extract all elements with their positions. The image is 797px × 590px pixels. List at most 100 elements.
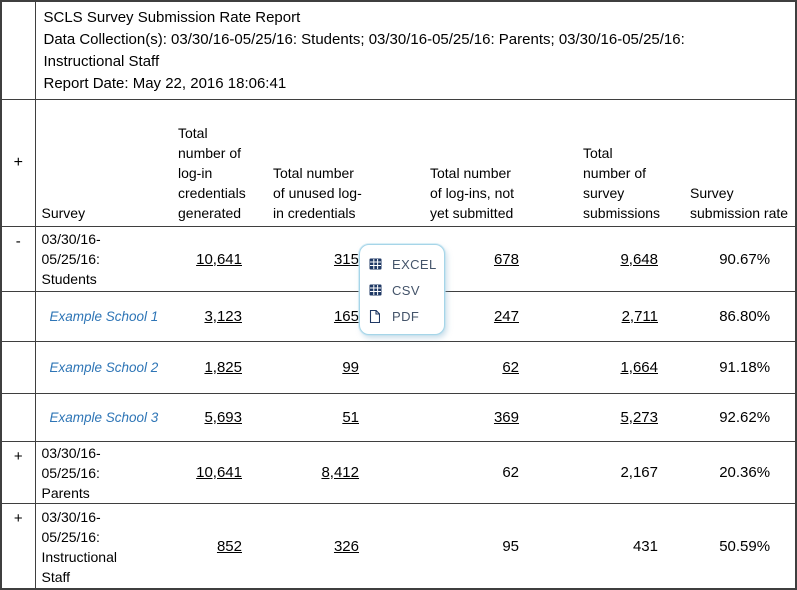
- value-drill-link[interactable]: 5,693: [204, 409, 242, 426]
- table-row: -03/30/16-05/25/16: Students 10,641 315 678…: [2, 226, 795, 292]
- export-option-label: EXCEL: [392, 256, 437, 272]
- value-text: 92.62%: [719, 409, 771, 426]
- value-text: 62: [502, 464, 519, 481]
- value-cell[interactable]: 315: [258, 226, 370, 292]
- school-link[interactable]: Example School 2: [35, 341, 172, 394]
- value-drill-link[interactable]: 326: [333, 538, 359, 555]
- value-text: 2,167: [620, 464, 658, 481]
- row-expander-empty: [2, 341, 36, 394]
- value-cell[interactable]: 10,641: [172, 226, 258, 292]
- row-expander-empty: [2, 393, 36, 442]
- value-drill-link[interactable]: 99: [342, 359, 359, 376]
- value-drill-link[interactable]: 1,825: [204, 359, 242, 376]
- value-drill-link[interactable]: 315: [333, 250, 359, 268]
- column-header-credentials-generated: Total number of log-in credentials gener…: [172, 99, 258, 227]
- value-cell[interactable]: 5,693: [172, 393, 258, 442]
- value-drill-link[interactable]: 8,412: [321, 464, 359, 481]
- table-grid-icon: [369, 284, 383, 296]
- report-data-collections: Data Collection(s): 03/30/16-05/25/16: S…: [43, 31, 685, 70]
- column-header-row: + Survey Total number of log-in credenti…: [2, 99, 795, 227]
- value-cell[interactable]: 5,273: [525, 393, 665, 442]
- value-cell[interactable]: 8,412: [258, 441, 370, 504]
- value-text: 50.59%: [719, 538, 771, 555]
- value-text: 431: [632, 538, 658, 555]
- value-cell: 90.67%: [665, 226, 795, 292]
- value-cell[interactable]: 1,664: [525, 341, 665, 394]
- value-cell[interactable]: 1,825: [172, 341, 258, 394]
- survey-cell: 03/30/16-05/25/16: Students: [35, 226, 172, 292]
- row-expander-toggle[interactable]: +: [2, 441, 36, 504]
- survey-cell: 03/30/16-05/25/16: Parents: [35, 441, 172, 504]
- value-cell[interactable]: 10,641: [172, 441, 258, 504]
- value-drill-link[interactable]: 165: [333, 308, 359, 325]
- value-drill-link[interactable]: 2,711: [621, 308, 658, 325]
- table-row: Example School 2 1,825 99 62 1,664 91.18%: [2, 341, 795, 394]
- survey-cell: 03/30/16-05/25/16: Instructional Staff: [35, 503, 172, 588]
- value-text: 91.18%: [719, 359, 771, 376]
- table-row: Example School 1 3,123 165 247 2,711 86.80%: [2, 291, 795, 342]
- value-drill-link[interactable]: 10,641: [196, 464, 242, 481]
- value-cell[interactable]: 852: [172, 503, 258, 588]
- report-header-row: SCLS Survey Submission Rate Report Data …: [2, 2, 795, 100]
- report-date: Report Date: May 22, 2016 18:06:41: [43, 75, 287, 92]
- table-row: +03/30/16-05/25/16: Instructional Staff 8…: [2, 503, 795, 588]
- value-cell: 2,167: [525, 441, 665, 504]
- survey-group-label: 03/30/16-05/25/16: Parents: [41, 444, 101, 501]
- value-cell[interactable]: 326: [258, 503, 370, 588]
- school-link[interactable]: Example School 3: [35, 393, 172, 442]
- value-text: 20.36%: [719, 464, 771, 481]
- value-cell: 50.59%: [665, 503, 795, 588]
- value-cell[interactable]: 369: [370, 393, 525, 442]
- column-header-submission-rate: Survey submission rate: [665, 99, 795, 227]
- report-header-cell: SCLS Survey Submission Rate Report Data …: [35, 2, 795, 100]
- value-drill-link[interactable]: 1,664: [620, 359, 658, 376]
- column-header-survey-submissions: Total number of survey submissions: [525, 99, 665, 227]
- value-drill-link[interactable]: 62: [502, 359, 519, 376]
- value-cell[interactable]: 51: [258, 393, 370, 442]
- school-link[interactable]: Example School 1: [35, 291, 172, 342]
- value-cell[interactable]: 2,711: [525, 291, 665, 342]
- value-drill-link[interactable]: 852: [216, 538, 242, 555]
- report-title: SCLS Survey Submission Rate Report: [43, 9, 301, 26]
- value-drill-link[interactable]: 369: [493, 409, 519, 426]
- survey-group-label: 03/30/16-05/25/16: Students: [41, 231, 101, 287]
- export-option-label: PDF: [392, 308, 420, 324]
- value-drill-link[interactable]: 3,123: [204, 308, 242, 325]
- row-expander-toggle[interactable]: +: [2, 503, 36, 588]
- value-cell: 20.36%: [665, 441, 795, 504]
- row-expander-toggle[interactable]: -: [2, 226, 36, 292]
- export-excel-option[interactable]: EXCEL: [360, 251, 444, 277]
- value-drill-link[interactable]: 9,648: [620, 250, 658, 268]
- export-pdf-option[interactable]: PDF: [360, 303, 444, 329]
- value-cell: 62: [370, 441, 525, 504]
- value-cell[interactable]: 99: [258, 341, 370, 394]
- export-option-label: CSV: [392, 282, 420, 298]
- value-cell: 431: [525, 503, 665, 588]
- column-header-survey: Survey: [35, 99, 172, 227]
- value-cell: 95: [370, 503, 525, 588]
- export-csv-option[interactable]: CSV: [360, 277, 444, 303]
- value-cell[interactable]: 62: [370, 341, 525, 394]
- value-cell[interactable]: 165: [258, 291, 370, 342]
- value-drill-link[interactable]: 678: [493, 250, 519, 268]
- value-text: 90.67%: [719, 250, 771, 268]
- column-header-unused-credentials: Total number of unused log-in credential…: [258, 99, 370, 227]
- file-page-icon: [369, 309, 383, 323]
- value-drill-link[interactable]: 5,273: [620, 409, 658, 426]
- table-grid-icon: [369, 258, 383, 270]
- table-row: Example School 3 5,693 51 369 5,273 92.62%: [2, 393, 795, 442]
- value-drill-link[interactable]: 10,641: [196, 250, 242, 268]
- expand-all-toggle[interactable]: +: [2, 99, 36, 227]
- value-cell[interactable]: 3,123: [172, 291, 258, 342]
- row-expander-empty: [2, 291, 36, 342]
- export-menu-popup: EXCEL CSV PDF: [359, 244, 445, 335]
- value-drill-link[interactable]: 247: [493, 308, 519, 325]
- value-drill-link[interactable]: 51: [342, 409, 359, 426]
- value-cell: 92.62%: [665, 393, 795, 442]
- value-text: 86.80%: [719, 308, 771, 325]
- value-cell: 91.18%: [665, 341, 795, 394]
- header-corner-cell: [2, 2, 36, 100]
- value-cell[interactable]: 9,648: [525, 226, 665, 292]
